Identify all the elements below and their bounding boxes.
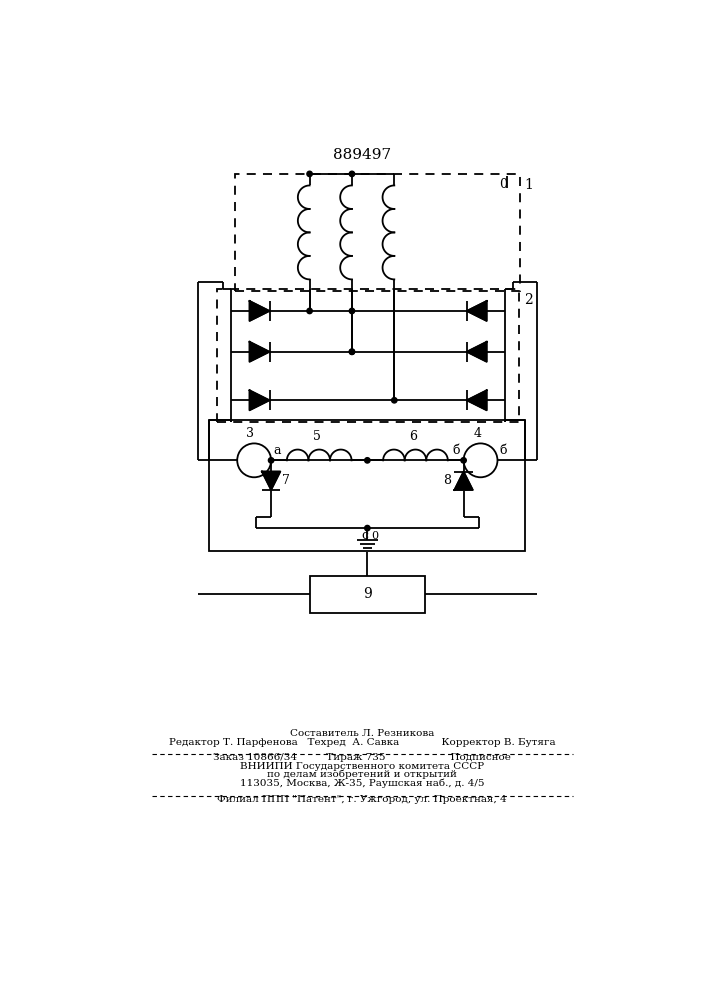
Bar <box>209 420 525 551</box>
Text: 0: 0 <box>371 531 378 541</box>
Text: Филиал ППП "Патент", г. Ужгород, ул. Проектная, 4: Филиал ППП "Патент", г. Ужгород, ул. Про… <box>217 795 507 804</box>
Circle shape <box>349 308 355 314</box>
Polygon shape <box>250 342 269 362</box>
Circle shape <box>365 525 370 531</box>
Circle shape <box>349 349 355 354</box>
Bar <box>310 576 425 613</box>
Text: 113035, Москва, Ж-35, Раушская наб., д. 4/5: 113035, Москва, Ж-35, Раушская наб., д. … <box>240 778 484 788</box>
Text: Редактор Т. Парфенова   Техред  А. Савка             Корректор В. Бутяга: Редактор Т. Парфенова Техред А. Савка Ко… <box>169 738 555 747</box>
Text: 0: 0 <box>499 178 507 191</box>
Text: 7: 7 <box>282 474 290 487</box>
Circle shape <box>307 308 312 314</box>
Circle shape <box>365 458 370 463</box>
Bar <box>235 174 520 291</box>
Text: 6: 6 <box>409 430 417 443</box>
Text: Составитель Л. Резникова: Составитель Л. Резникова <box>290 729 434 738</box>
Text: 2: 2 <box>524 293 532 307</box>
Bar <box>217 289 519 422</box>
Polygon shape <box>262 472 281 490</box>
Text: 889497: 889497 <box>333 148 391 162</box>
Text: 9: 9 <box>363 587 372 601</box>
Text: ВНИИПИ Государственного комитета СССР: ВНИИПИ Государственного комитета СССР <box>240 762 484 771</box>
Polygon shape <box>467 390 486 410</box>
Text: 4: 4 <box>474 427 481 440</box>
Circle shape <box>349 349 355 354</box>
Polygon shape <box>250 301 269 321</box>
Text: c: c <box>361 529 368 542</box>
Circle shape <box>461 458 467 463</box>
Circle shape <box>349 171 355 177</box>
Text: 1: 1 <box>525 178 533 192</box>
Polygon shape <box>455 472 473 490</box>
Polygon shape <box>467 342 486 362</box>
Polygon shape <box>467 301 486 321</box>
Circle shape <box>307 171 312 177</box>
Text: по делам изобретений и открытий: по делам изобретений и открытий <box>267 770 457 779</box>
Circle shape <box>269 458 274 463</box>
Polygon shape <box>250 390 269 410</box>
Text: 3: 3 <box>245 427 254 440</box>
Circle shape <box>392 398 397 403</box>
Text: б: б <box>500 444 508 457</box>
Text: Заказ 10866/34         Тираж 735                    Подписное: Заказ 10866/34 Тираж 735 Подписное <box>213 753 511 762</box>
Text: 8: 8 <box>443 474 452 487</box>
Text: 5: 5 <box>313 430 321 443</box>
Text: a: a <box>274 444 281 457</box>
Text: б: б <box>452 444 460 457</box>
